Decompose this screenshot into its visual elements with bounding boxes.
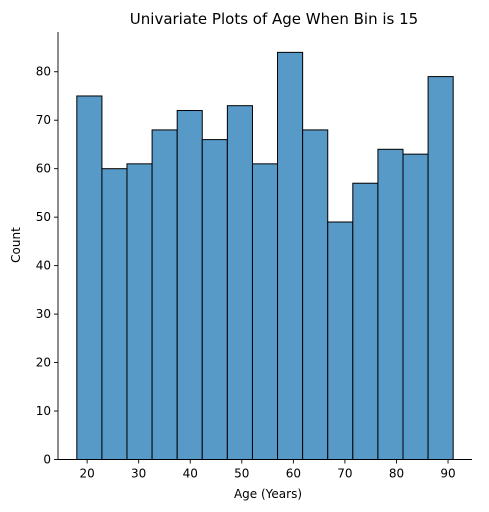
bars-group (76, 51, 454, 461)
x-tick-label: 40 (183, 467, 198, 481)
y-tick-label: 50 (36, 210, 51, 224)
x-tick-label: 30 (131, 467, 146, 481)
y-axis-ticks: 0 10 20 30 40 50 60 70 80 (36, 65, 58, 467)
y-tick-label: 60 (36, 162, 51, 176)
histogram-bar (377, 148, 404, 460)
histogram-bar (201, 139, 228, 460)
histogram-bar (402, 153, 429, 460)
histogram-bar (352, 182, 379, 460)
x-tick-label: 60 (286, 467, 301, 481)
y-tick-label: 80 (36, 65, 51, 79)
histogram-bar (76, 95, 103, 461)
histogram-bar (226, 105, 253, 461)
histogram-bar (427, 76, 454, 461)
y-tick-label: 30 (36, 307, 51, 321)
y-tick-label: 70 (36, 113, 51, 127)
histogram-bar (101, 168, 128, 460)
chart-title: Univariate Plots of Age When Bin is 15 (130, 10, 418, 28)
x-axis-label: Age (Years) (234, 487, 302, 501)
histogram-bar (126, 163, 153, 460)
x-axis-ticks: 20 30 40 50 60 70 80 90 (79, 459, 456, 481)
histogram-bar (251, 163, 279, 460)
y-tick-label: 0 (43, 453, 51, 467)
x-tick-label: 20 (79, 467, 94, 481)
x-tick-label: 50 (234, 467, 249, 481)
histogram-bar (277, 51, 304, 460)
y-tick-label: 40 (36, 259, 51, 273)
y-axis-label: Count (9, 227, 23, 263)
y-tick-label: 20 (36, 356, 51, 370)
x-tick-label: 90 (440, 467, 455, 481)
x-tick-label: 70 (337, 467, 352, 481)
histogram-bar (176, 110, 203, 460)
y-tick-label: 10 (36, 404, 51, 418)
histogram-bar (302, 129, 329, 460)
histogram-bar (151, 129, 178, 460)
histogram-bar (327, 221, 354, 460)
x-tick-label: 80 (389, 467, 404, 481)
